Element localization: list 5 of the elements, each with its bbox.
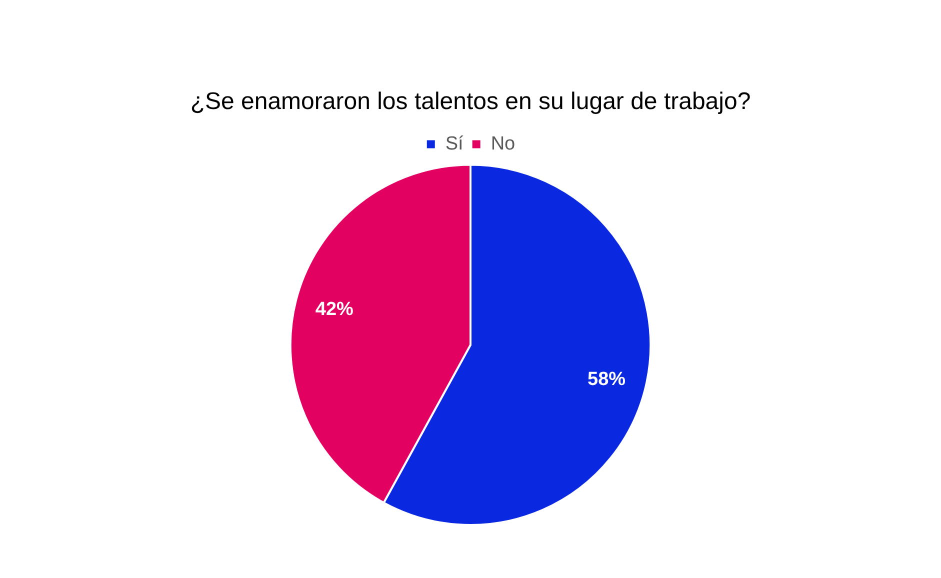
legend-label: Sí: [445, 134, 464, 155]
legend-label: No: [490, 134, 516, 155]
data-label: 58%: [588, 369, 626, 390]
data-label: 42%: [315, 299, 354, 320]
chart-title: ¿Se enamoraron los talentos en su lugar de trabajo?: [190, 88, 751, 116]
